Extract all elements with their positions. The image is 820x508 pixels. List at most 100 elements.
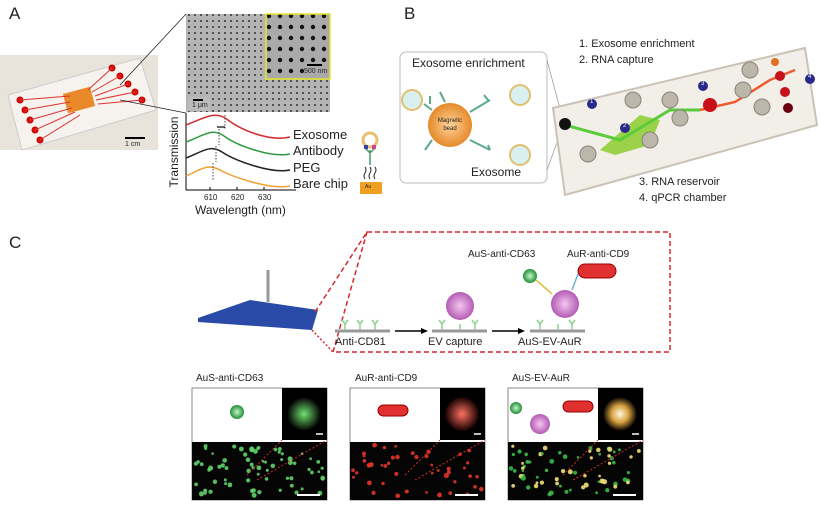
fluorescent-spot [371,490,376,495]
fluorescent-spot [307,467,311,472]
chip-photo [0,13,187,151]
fluorescent-spot [475,474,479,479]
fluorescent-spot [321,477,325,481]
fluorescent-spot [294,490,299,495]
image-title: AuR-anti-CD9 [355,373,418,384]
fluorescent-spot [598,474,601,478]
curve-bare-chip [185,166,291,188]
fluorescent-spot [292,461,297,466]
exosome-enrichment-box [399,51,564,184]
fluorescent-spot [194,482,198,487]
fluorescent-spot [362,459,367,463]
fluorescent-spot [395,454,400,460]
zoom-line [572,439,644,481]
fluorescent-spot [554,477,559,482]
fluorescence-panels [191,387,644,501]
sem-scale-label: 1 μm [192,102,208,109]
fluorescent-spot [607,454,611,458]
fluorescent-spot [436,469,440,472]
array-slide [198,270,318,330]
marker-4: 4 [808,74,812,80]
legend-peg: PEG [293,160,321,175]
fluorescent-spot [549,458,555,464]
fluorescent-spot [222,458,228,463]
box-title: Exosome enrichment [412,56,525,70]
step-ev-capture: EV capture [428,336,483,348]
panel-label-a: A [9,4,21,23]
fluorescent-spot [227,482,233,488]
sem-image [186,13,331,112]
fluorescent-spot [404,489,409,494]
curve-antibody [185,131,291,156]
fluorescent-spot [555,481,559,486]
zoom-line [256,439,328,481]
au-label: Au [365,184,372,190]
fluorescent-spot [410,451,415,456]
fluorescent-spot [238,446,244,452]
fluorescent-spot [264,460,268,464]
fluorescent-spot [351,468,355,473]
fluorescent-spot [612,460,616,465]
fluorescent-spot [548,490,554,496]
fluorescent-spot [277,447,282,451]
fluorescent-spot [511,484,516,488]
microfluidic-chip [551,46,819,197]
fluorescent-spot [517,449,522,454]
fluorescent-spot [287,456,293,462]
fluorescent-spot [526,485,531,490]
inset-particle [445,397,479,431]
fluorescent-spot [253,449,258,454]
fluorescent-spot [198,491,205,497]
legend-exosome: Exosome [293,127,348,142]
fluorescent-spot [211,452,214,455]
fluorescent-spot [601,479,608,485]
fluorescent-spot [605,488,610,493]
step-aus-ev-aur: AuS-EV-AuR [518,336,582,348]
fluorescent-spot [395,493,401,499]
fluorescent-spot [542,445,548,451]
panel-label-c: C [9,233,22,252]
fluorescent-spot [251,492,257,498]
fluorescent-spot [535,481,539,485]
fluorescent-spot [562,454,568,460]
fluorescent-spot [383,463,388,468]
fluorescent-spot [430,471,434,475]
fluorescent-spot [437,492,442,498]
bead-label: Magnetic bead [437,118,463,132]
fluorescent-spot [612,450,616,454]
fluorescent-spot [249,446,255,452]
fluorescent-spot [448,491,453,495]
marker-3: 3 [701,81,705,87]
ev-icon [530,414,550,434]
fluorescent-spot [589,456,593,460]
curve-exosome [185,114,291,139]
fluorescent-spot [270,463,276,469]
fluorescent-spot [576,456,580,459]
fluorescent-spot [581,485,586,490]
fluorescent-spot [287,460,293,466]
x-tick: 620 [231,193,245,202]
fluorescent-spot [278,488,282,492]
fluorescent-spot [446,466,451,471]
legend-antibody: Antibody [293,143,344,158]
x-axis-label: Wavelength (nm) [195,203,286,217]
aur-particle-icon [562,400,594,413]
fluorescent-spot [352,475,355,479]
fluorescent-spot [223,478,227,482]
fluorescent-spot [595,491,599,495]
fluorescent-spot [203,488,208,493]
fluorescent-spot [629,455,633,459]
fluorescent-spot [453,480,457,484]
fluorescent-spot [568,488,572,492]
marker-2: 2 [623,123,627,129]
fluorescent-spot [583,482,589,488]
image-title: AuS-EV-AuR [512,373,570,384]
fluorescent-spot [316,460,321,464]
fluorescent-spot [468,474,472,478]
exosome-label: Exosome [471,165,522,179]
fluorescent-spot [508,466,514,471]
fluorescent-spot [246,478,251,483]
fluorescent-spot [394,471,399,476]
inset-particle [287,397,321,431]
fluorescent-spot [289,483,294,488]
